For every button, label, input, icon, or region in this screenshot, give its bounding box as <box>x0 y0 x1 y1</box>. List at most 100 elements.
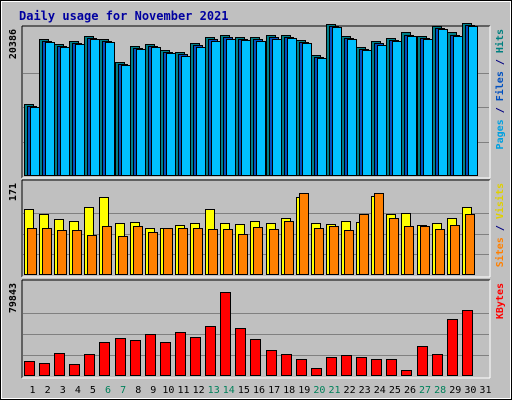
kbytes-bar-kbytes-day-11 <box>175 332 186 376</box>
hits-bar-pages-day-21 <box>332 27 342 176</box>
kbytes-bar-kbytes-day-3 <box>54 353 65 376</box>
hits-series-label-part: Hits <box>494 29 506 53</box>
hits-bar-pages-day-16 <box>256 41 266 176</box>
kbytes-bar-kbytes-day-22 <box>341 355 352 376</box>
x-tick-label-day-17: 17 <box>268 385 280 396</box>
visits-bar-sites-day-8 <box>133 226 143 275</box>
hits-bar-pages-day-15 <box>241 40 251 176</box>
visits-series-label-part: / <box>495 219 506 237</box>
x-tick-label-day-6: 6 <box>105 385 111 396</box>
visits-bar-sites-day-17 <box>269 229 279 275</box>
visits-series-label-part: Visits <box>494 183 506 219</box>
visits-bar-sites-day-3 <box>57 230 67 275</box>
x-tick-label-day-31: 31 <box>479 385 491 396</box>
x-tick-label-day-11: 11 <box>177 385 189 396</box>
visits-bar-sites-day-16 <box>253 227 263 275</box>
hits-bar-pages-day-19 <box>302 43 312 176</box>
visits-bar-sites-day-20 <box>314 228 324 275</box>
visits-series-label-part: Sites <box>494 237 506 267</box>
x-axis-day-labels: 1 2 3 4 5 6 7 8 9 10 11 12 13 14 15 16 17 18 19 20 21 22 23 24 2… <box>30 385 492 396</box>
kbytes-bar-kbytes-day-10 <box>160 342 171 376</box>
visits-bar-sites-day-14 <box>223 229 233 275</box>
kbytes-bar-kbytes-day-9 <box>145 334 156 376</box>
x-tick-label-day-2: 2 <box>45 385 51 396</box>
hits-bar-pages-day-5 <box>90 39 100 176</box>
visits-bar-sites-day-22 <box>344 230 354 275</box>
kbytes-bar-kbytes-day-23 <box>356 357 367 376</box>
hits-bar-pages-day-1 <box>30 107 40 176</box>
visits-panel: 171 Sites / Visits <box>8 179 506 278</box>
hits-bar-pages-day-24 <box>377 45 387 176</box>
kbytes-bar-kbytes-day-7 <box>115 338 126 376</box>
x-tick-label-day-10: 10 <box>162 385 174 396</box>
visits-bar-sites-day-5 <box>87 235 97 275</box>
kbytes-bar-kbytes-day-15 <box>235 328 246 376</box>
kbytes-bar-kbytes-day-17 <box>266 350 277 376</box>
hits-bar-pages-day-29 <box>453 36 463 176</box>
visits-bar-sites-day-19 <box>299 193 309 275</box>
hits-bar-pages-day-4 <box>75 44 85 176</box>
visits-bar-sites-day-30 <box>465 214 475 275</box>
hits-bar-pages-day-27 <box>423 39 433 176</box>
kbytes-bar-kbytes-day-30 <box>462 310 473 376</box>
kbytes-bar-kbytes-day-26 <box>401 370 412 376</box>
hits-bar-pages-day-10 <box>166 53 176 176</box>
visits-bar-sites-day-25 <box>389 218 399 275</box>
hits-series-label-part: / <box>495 53 506 71</box>
visits-bar-sites-day-27 <box>420 226 430 275</box>
hits-bar-pages-day-17 <box>272 39 282 176</box>
visits-bar-sites-day-10 <box>163 228 173 275</box>
hits-bar-pages-day-13 <box>211 41 221 176</box>
hits-bar-pages-day-8 <box>136 49 146 176</box>
x-tick-label-day-26: 26 <box>404 385 416 396</box>
x-tick-label-day-25: 25 <box>389 385 401 396</box>
x-tick-label-day-14: 14 <box>223 385 235 396</box>
x-tick-label-day-21: 21 <box>328 385 340 396</box>
visits-bar-sites-day-29 <box>450 225 460 275</box>
kbytes-series-label-part: KBytes <box>495 283 506 319</box>
hits-bar-pages-day-18 <box>287 38 297 176</box>
x-tick-label-day-4: 4 <box>75 385 81 396</box>
kbytes-bar-kbytes-day-6 <box>99 342 110 376</box>
hits-bar-pages-day-30 <box>468 26 478 176</box>
visits-bar-sites-day-6 <box>102 226 112 275</box>
kbytes-bar-kbytes-day-29 <box>447 319 458 376</box>
hits-bar-pages-day-23 <box>362 50 372 176</box>
hits-bar-pages-day-20 <box>317 58 327 176</box>
visits-ymax-label: 171 <box>8 183 19 201</box>
visits-bar-sites-day-24 <box>374 193 384 275</box>
x-tick-label-day-5: 5 <box>90 385 96 396</box>
kbytes-bar-kbytes-day-16 <box>250 339 261 376</box>
kbytes-bar-kbytes-day-4 <box>69 364 80 376</box>
hits-series-label: Pages / Files / Hits <box>494 29 506 149</box>
hits-bar-pages-day-12 <box>196 47 206 176</box>
x-tick-label-day-29: 29 <box>449 385 461 396</box>
kbytes-bar-kbytes-day-8 <box>130 340 141 376</box>
hits-panel: 20386 Pages / Files / Hits <box>8 23 506 179</box>
hits-series-label-part: / <box>495 101 506 119</box>
hits-bar-pages-day-28 <box>438 29 448 176</box>
x-tick-label-day-1: 1 <box>30 385 36 396</box>
kbytes-ymax-label: 79843 <box>8 283 19 313</box>
kbytes-bar-kbytes-day-5 <box>84 354 95 376</box>
visits-bar-sites-day-7 <box>118 236 128 275</box>
visits-bar-sites-day-1 <box>27 228 37 275</box>
x-tick-label-day-20: 20 <box>313 385 325 396</box>
kbytes-bar-kbytes-day-2 <box>39 363 50 376</box>
chart-panels: 20386 Pages / Files / Hits 171 Sites / Visi… <box>8 23 506 379</box>
visits-bar-sites-day-23 <box>359 214 369 275</box>
x-tick-label-day-19: 19 <box>298 385 310 396</box>
visits-bar-sites-day-12 <box>193 228 203 275</box>
x-tick-label-day-8: 8 <box>135 385 141 396</box>
x-tick-label-day-9: 9 <box>150 385 156 396</box>
x-tick-label-day-16: 16 <box>253 385 265 396</box>
x-tick-label-day-12: 12 <box>193 385 205 396</box>
kbytes-panel: 79843 KBytes <box>8 279 506 379</box>
kbytes-bar-kbytes-day-27 <box>417 346 428 376</box>
x-tick-label-day-28: 28 <box>434 385 446 396</box>
x-tick-label-day-3: 3 <box>60 385 66 396</box>
kbytes-bar-kbytes-day-18 <box>281 354 292 376</box>
x-tick-label-day-7: 7 <box>120 385 126 396</box>
kbytes-bar-kbytes-day-21 <box>326 357 337 376</box>
